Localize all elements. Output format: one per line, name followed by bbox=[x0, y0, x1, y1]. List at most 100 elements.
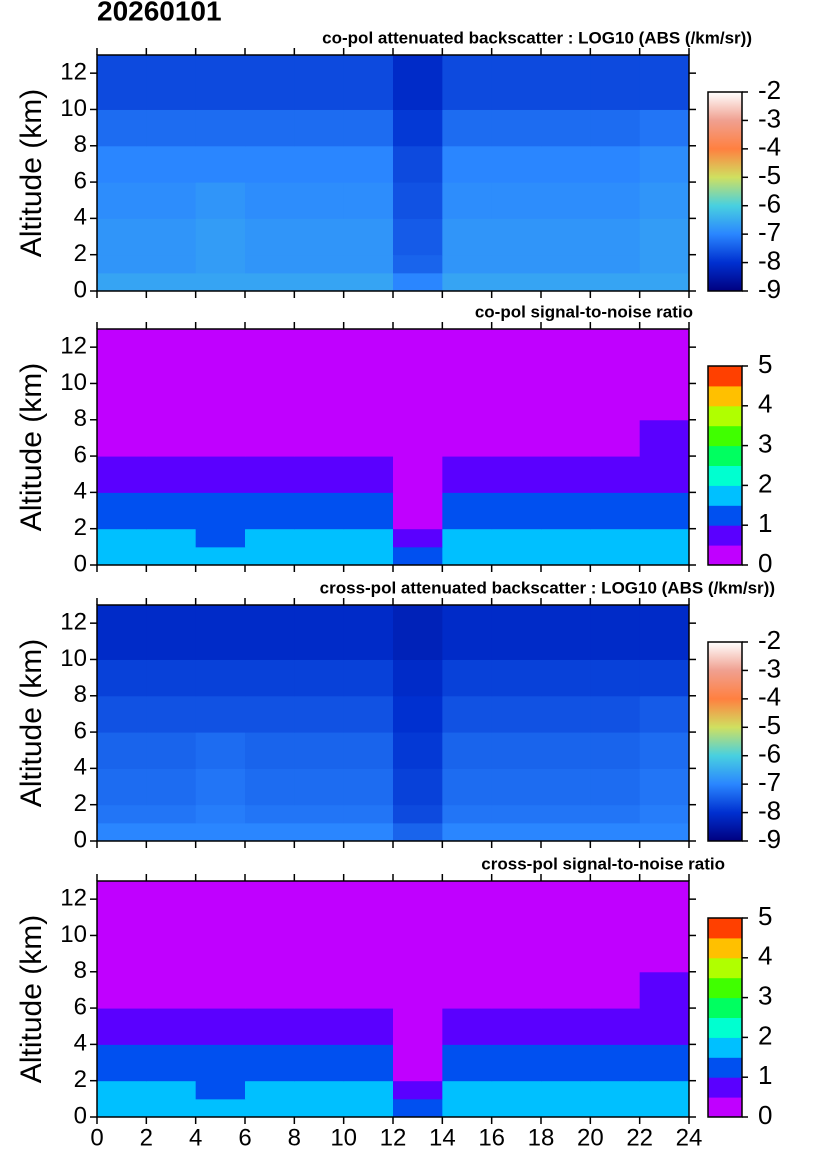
heatmap-cell bbox=[195, 254, 246, 274]
heatmap-cell bbox=[639, 732, 690, 769]
heatmap-cell bbox=[245, 55, 295, 110]
heatmap-cell bbox=[442, 1098, 493, 1118]
heatmap-cell bbox=[590, 182, 641, 219]
x-tick-label: 24 bbox=[676, 1124, 703, 1151]
y-tick-label: 4 bbox=[74, 1030, 87, 1057]
heatmap-cell bbox=[393, 383, 443, 421]
colorbar bbox=[708, 642, 742, 841]
heatmap-cell bbox=[639, 1098, 690, 1118]
heatmap-cell bbox=[491, 492, 542, 530]
heatmap-cell bbox=[195, 456, 246, 493]
heatmap-cell bbox=[343, 881, 394, 936]
heatmap-cell bbox=[442, 1080, 493, 1100]
heatmap-cell bbox=[590, 1044, 641, 1082]
y-tick-label: 0 bbox=[74, 550, 87, 577]
heatmap-cell bbox=[245, 1080, 295, 1100]
heatmap-cell bbox=[491, 804, 542, 824]
heatmap-cell bbox=[541, 1080, 591, 1100]
heatmap-cell bbox=[442, 528, 493, 548]
heatmap-cell bbox=[491, 695, 542, 733]
heatmap-cell bbox=[590, 55, 641, 110]
heatmap-cell bbox=[245, 935, 295, 973]
heatmap-cell bbox=[590, 971, 641, 1009]
colorbar-tick-label: -2 bbox=[758, 625, 781, 655]
heatmap-cell bbox=[541, 218, 591, 256]
heatmap-cell bbox=[245, 659, 295, 697]
heatmap-cell bbox=[541, 935, 591, 973]
heatmap-cell bbox=[343, 218, 394, 256]
heatmap-cell bbox=[195, 55, 246, 110]
heatmap-cell bbox=[195, 1044, 246, 1082]
colorbar-bin bbox=[708, 937, 742, 959]
heatmap-cell bbox=[590, 383, 641, 421]
heatmap-cell bbox=[294, 419, 345, 457]
heatmap-cell bbox=[97, 1098, 147, 1118]
heatmap-cell bbox=[146, 546, 197, 566]
colorbar-frame bbox=[707, 91, 743, 292]
heatmap-cell bbox=[294, 1098, 345, 1118]
y-tick-label: 12 bbox=[60, 884, 87, 911]
heatmap-cell bbox=[195, 528, 246, 548]
heatmap-cell bbox=[393, 419, 443, 457]
y-tick-label: 0 bbox=[74, 276, 87, 303]
heatmap-cell bbox=[97, 732, 147, 769]
heatmap-cell bbox=[541, 419, 591, 457]
heatmap-cell bbox=[146, 182, 197, 219]
heatmap-cell bbox=[491, 109, 542, 147]
heatmap-cell bbox=[146, 456, 197, 493]
heatmap-cell bbox=[639, 768, 690, 806]
heatmap-cell bbox=[639, 822, 690, 842]
heatmap-cell bbox=[393, 1098, 443, 1118]
heatmap-cell bbox=[590, 492, 641, 530]
heatmap-cell bbox=[541, 605, 591, 660]
heatmap-cell bbox=[245, 546, 295, 566]
y-tick-label: 6 bbox=[74, 441, 87, 468]
colorbar-tick-label: -6 bbox=[758, 739, 781, 769]
x-tick-label: 22 bbox=[626, 1124, 653, 1151]
heatmap-cell bbox=[393, 804, 443, 824]
heatmap-cell bbox=[97, 881, 147, 936]
heatmap-cell bbox=[195, 383, 246, 421]
heatmap-cell bbox=[343, 254, 394, 274]
heatmap-cell bbox=[294, 329, 345, 384]
heatmap-cell bbox=[491, 329, 542, 384]
heatmap-cell bbox=[393, 492, 443, 530]
heatmap-cell bbox=[639, 383, 690, 421]
heatmap-cell bbox=[491, 254, 542, 274]
heatmap-cell bbox=[294, 456, 345, 493]
heatmap-cell bbox=[393, 732, 443, 769]
y-tick-label: 8 bbox=[74, 405, 87, 432]
heatmap-cell bbox=[491, 881, 542, 936]
heatmap-cell bbox=[442, 546, 493, 566]
heatmap-cell bbox=[245, 1098, 295, 1118]
heatmap-cell bbox=[195, 182, 246, 219]
heatmap-cell bbox=[442, 456, 493, 493]
heatmap-cell bbox=[590, 546, 641, 566]
heatmap-cell bbox=[442, 383, 493, 421]
y-tick-label: 10 bbox=[60, 95, 87, 122]
heatmap-cell bbox=[639, 329, 690, 384]
heatmap-cell bbox=[294, 695, 345, 733]
heatmap-cell bbox=[393, 145, 443, 183]
heatmap-cell bbox=[245, 254, 295, 274]
colorbar-bin bbox=[708, 1077, 742, 1098]
heatmap-cell bbox=[343, 182, 394, 219]
heatmap-cell bbox=[639, 881, 690, 936]
y-tick-label: 2 bbox=[74, 790, 87, 817]
x-tick-label: 6 bbox=[238, 1124, 251, 1151]
figure-title: 20260101 bbox=[97, 0, 222, 26]
x-tick-label: 4 bbox=[189, 1124, 202, 1151]
heatmap-cell bbox=[245, 732, 295, 769]
panel-title: co-pol attenuated backscatter : LOG10 (A… bbox=[322, 28, 752, 47]
heatmap-cell bbox=[146, 804, 197, 824]
heatmap-cell bbox=[491, 456, 542, 493]
heatmap-cell bbox=[245, 109, 295, 147]
y-tick-label: 4 bbox=[74, 478, 87, 505]
heatmap-cell bbox=[541, 804, 591, 824]
heatmap-cell bbox=[245, 456, 295, 493]
heatmap-cell bbox=[491, 971, 542, 1009]
heatmap-cell bbox=[590, 272, 641, 292]
colorbar-tick-label: -6 bbox=[758, 189, 781, 219]
heatmap-cell bbox=[590, 1080, 641, 1100]
